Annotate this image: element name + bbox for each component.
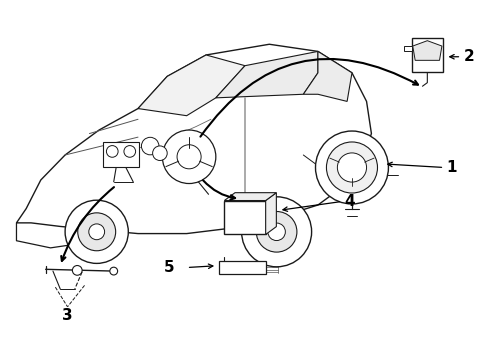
Circle shape <box>106 145 118 157</box>
Circle shape <box>162 130 216 184</box>
Polygon shape <box>224 201 266 234</box>
Text: 3: 3 <box>62 308 73 323</box>
Polygon shape <box>216 51 318 98</box>
Circle shape <box>152 146 167 161</box>
Text: 4: 4 <box>344 194 355 209</box>
Circle shape <box>242 197 312 267</box>
Polygon shape <box>412 38 443 72</box>
Text: 2: 2 <box>464 49 474 64</box>
Polygon shape <box>102 143 140 167</box>
Circle shape <box>110 267 118 275</box>
Circle shape <box>268 223 285 240</box>
Polygon shape <box>266 193 276 234</box>
Circle shape <box>338 153 367 182</box>
Circle shape <box>89 224 104 240</box>
Polygon shape <box>303 51 352 102</box>
Circle shape <box>142 137 159 155</box>
Text: 1: 1 <box>447 160 457 175</box>
Circle shape <box>73 266 82 275</box>
Circle shape <box>316 131 389 204</box>
Polygon shape <box>413 41 442 60</box>
Circle shape <box>124 145 136 157</box>
Circle shape <box>177 145 201 169</box>
Polygon shape <box>404 46 412 51</box>
Circle shape <box>256 211 297 252</box>
Circle shape <box>78 213 116 251</box>
Polygon shape <box>138 55 245 116</box>
Text: 5: 5 <box>164 260 174 275</box>
Polygon shape <box>224 193 276 201</box>
Circle shape <box>65 200 128 264</box>
Polygon shape <box>17 44 371 234</box>
Circle shape <box>326 142 377 193</box>
Polygon shape <box>220 261 266 274</box>
